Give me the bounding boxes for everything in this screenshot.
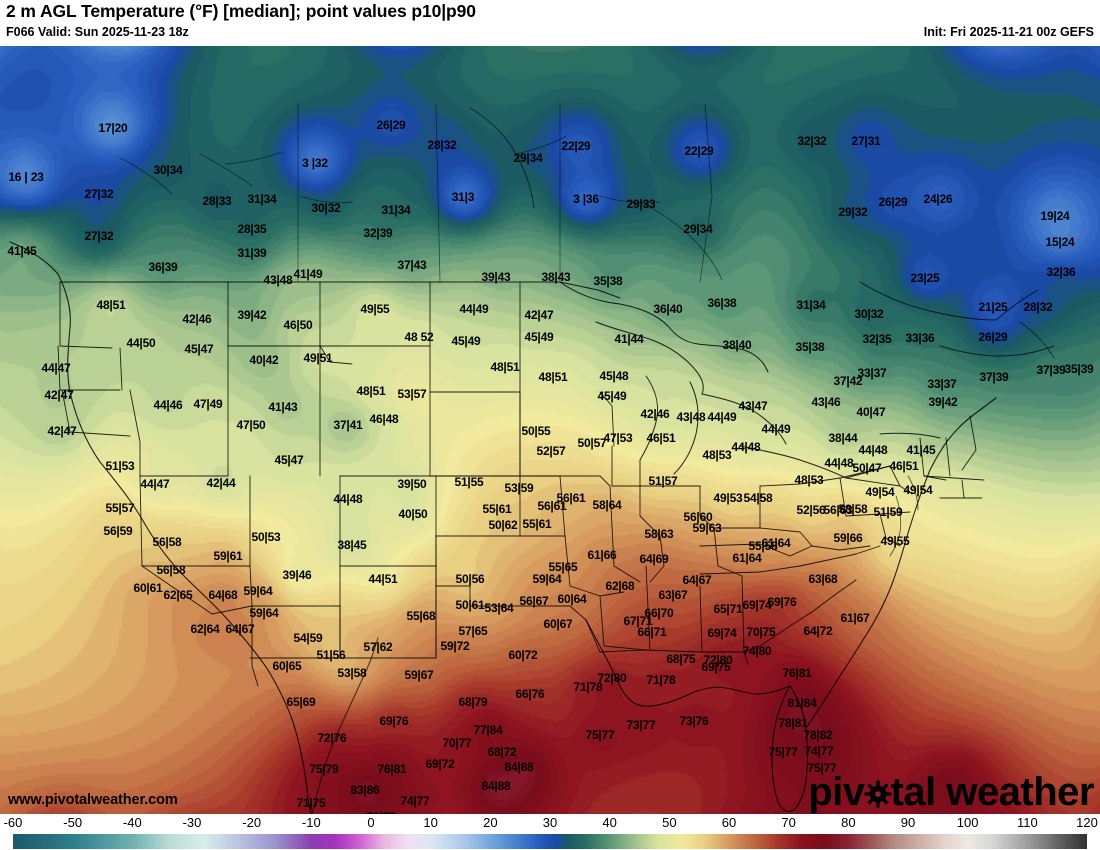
brand-watermark: piv	[808, 772, 1094, 812]
colorbar-tick--10: -10	[301, 815, 321, 830]
page-title: 2 m AGL Temperature (°F) [median]; point…	[6, 1, 476, 21]
gear-icon	[864, 775, 892, 808]
colorbar-tick-110: 110	[1016, 815, 1038, 830]
colorbar-tick-0: 0	[367, 815, 375, 830]
colorbar-tick-100: 100	[956, 815, 979, 830]
temperature-field	[0, 46, 1100, 814]
map-borders-overlay	[9, 103, 1055, 814]
colorbar-tick-labels: -60 -50 -40 -30 -20 -10 0 10 20 30 40 50 60 70 80 90 100…	[0, 814, 1100, 833]
colorbar-tick-70: 70	[781, 815, 796, 830]
valid-time-label: F066 Valid: Sun 2025-11-23 18z	[6, 25, 189, 39]
colorbar-tick-120: 120	[1076, 815, 1098, 830]
colorbar-tick-90: 90	[900, 815, 916, 830]
brand-text-right: tal weather	[890, 770, 1095, 814]
site-url-watermark: www.pivotalweather.com	[8, 792, 178, 808]
colorbar-gradient[interactable]	[13, 834, 1087, 849]
map-header: 2 m AGL Temperature (°F) [median]; point…	[0, 0, 1100, 46]
colorbar-tick--30: -30	[182, 815, 202, 830]
colorbar-tick-60: 60	[721, 815, 737, 830]
colorbar[interactable]: -60 -50 -40 -30 -20 -10 0 10 20 30 40 50 60 70 80 90 100…	[0, 814, 1100, 850]
colorbar-tick-30: 30	[542, 815, 558, 830]
colorbar-tick--60: -60	[3, 815, 23, 830]
colorbar-tick-50: 50	[662, 815, 677, 830]
colorbar-tick-10: 10	[423, 815, 438, 830]
map-canvas[interactable]: 16 | 23 17|20 27|32 27|32 41|45 30|34 28|33 31|…	[0, 46, 1100, 814]
colorbar-tick-20: 20	[483, 815, 498, 830]
colorbar-tick--20: -20	[242, 815, 262, 830]
init-time-label: Init: Fri 2025-11-21 00z GEFS	[923, 25, 1094, 39]
colorbar-tick--40: -40	[122, 815, 142, 830]
colorbar-tick--50: -50	[63, 815, 83, 830]
brand-text-left: piv	[808, 770, 865, 814]
colorbar-tick-40: 40	[602, 815, 617, 830]
colorbar-tick-80: 80	[841, 815, 856, 830]
